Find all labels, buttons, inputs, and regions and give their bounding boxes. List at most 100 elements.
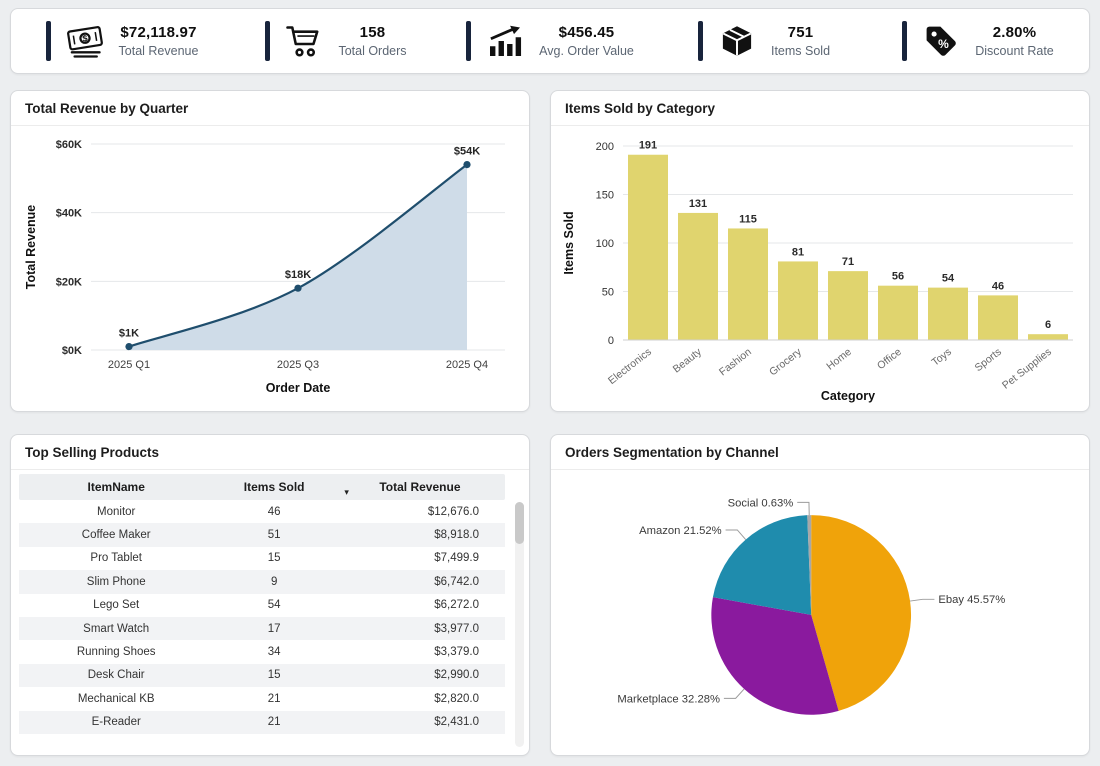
items-by-category-card: Items Sold by Category 0 50 100 150 200 191 El…	[550, 90, 1090, 412]
y-tick-label: 150	[596, 190, 614, 202]
x-tick-label: Toys	[929, 346, 953, 369]
point-label: $1K	[119, 328, 139, 340]
area-fill	[129, 164, 467, 350]
card-title-revenue-by-quarter: Total Revenue by Quarter	[11, 91, 529, 126]
product-row-running-shoes[interactable]: Running Shoes 34 $3,379.0	[19, 640, 505, 663]
cell-itemname: Running Shoes	[76, 646, 156, 659]
kpi-accent-bar	[466, 21, 472, 61]
table-header-row: ItemName Items Sold ▾ Total Revenue	[19, 474, 505, 500]
bar-electronics[interactable]	[628, 154, 668, 340]
cell-itemname: Mechanical KB	[77, 692, 155, 705]
cell-total-revenue: $3,379.0	[434, 646, 479, 659]
bar-sports[interactable]	[978, 295, 1018, 340]
kpi-value: $456.45	[558, 24, 615, 41]
bar-pet-supplies[interactable]	[1028, 334, 1068, 340]
cell-total-revenue: $6,272.0	[434, 599, 479, 612]
cell-total-revenue: $8,918.0	[434, 529, 479, 542]
category-bar-chart[interactable]: 0 50 100 150 200 191 Electronics 131 Beauty 115 Fa…	[559, 128, 1081, 407]
kpi-label: Avg. Order Value	[539, 44, 634, 58]
bar-beauty[interactable]	[678, 212, 718, 340]
cell-items-sold: 34	[267, 646, 281, 659]
category-chart-body: 0 50 100 150 200 191 Electronics 131 Beauty 115 Fa…	[551, 126, 1089, 411]
pie-label-marketplace: Marketplace 32.28%	[617, 693, 720, 705]
pie-slice-amazon[interactable]	[712, 515, 812, 615]
kpi-total-orders: 158 Total Orders	[229, 21, 443, 61]
table-scrollbar[interactable]	[515, 502, 524, 747]
cell-total-revenue: $3,977.0	[434, 622, 479, 635]
cell-itemname: Desk Chair	[87, 669, 145, 682]
product-row-desk-chair[interactable]: Desk Chair 15 $2,990.0	[19, 663, 505, 688]
kpi-accent-bar	[45, 21, 51, 61]
top-products-table: ItemName Items Sold ▾ Total Revenue Monitor…	[11, 470, 529, 755]
y-tick-label: $40K	[56, 208, 82, 220]
product-row-mechanical-kb[interactable]: Mechanical KB 21 $2,820.0	[19, 687, 505, 710]
product-row-coffee-maker[interactable]: Coffee Maker 51 $8,918.0	[19, 523, 505, 547]
y-tick-label: 0	[608, 335, 614, 347]
bar-toys[interactable]	[928, 287, 968, 340]
data-point-2025-q1[interactable]	[125, 342, 133, 351]
product-row-smart-watch[interactable]: Smart Watch 17 $3,977.0	[19, 616, 505, 641]
data-point-2025-q3[interactable]	[294, 284, 302, 292]
top-products-card: Top Selling Products ItemName Items Sold ▾…	[10, 434, 530, 756]
cell-itemname: E-Reader	[91, 716, 141, 729]
product-row-slim-phone[interactable]: Slim Phone 9 $6,742.0	[19, 570, 505, 594]
data-point-2025-q4[interactable]	[463, 161, 471, 169]
cell-items-sold: 17	[267, 622, 281, 635]
x-tick-label: Sports	[973, 346, 1004, 374]
product-row-e-reader[interactable]: E-Reader 21 $2,431.0	[19, 710, 505, 734]
column-header-total-revenue[interactable]: Total Revenue	[335, 480, 505, 494]
y-tick-label: $60K	[56, 139, 82, 151]
bar-fashion[interactable]	[728, 228, 768, 340]
pie-label-social: Social 0.63%	[728, 497, 794, 509]
channel-chart-body: Ebay 45.57% Marketplace 32.28% Amazon 21.5…	[551, 470, 1089, 755]
orders-by-channel-card: Orders Segmentation by Channel Ebay 45.5…	[550, 434, 1090, 756]
kpi-value: 2.80%	[992, 24, 1037, 41]
channel-pie-chart[interactable]: Ebay 45.57% Marketplace 32.28% Amazon 21.5…	[559, 472, 1081, 751]
column-header-itemname[interactable]: ItemName	[19, 480, 213, 494]
bar-home[interactable]	[828, 271, 868, 340]
sort-descending-icon[interactable]: ▾	[344, 487, 349, 497]
trend-chart-icon	[484, 23, 526, 59]
column-header-label: Items Sold	[243, 480, 305, 494]
column-header-label: ItemName	[87, 480, 145, 494]
pie-label-ebay: Ebay 45.57%	[938, 594, 1005, 606]
column-header-items-sold[interactable]: Items Sold ▾	[213, 480, 349, 497]
pie-slice-social[interactable]	[807, 515, 812, 615]
kpi-label: Total Revenue	[118, 44, 199, 58]
package-icon	[716, 23, 758, 59]
y-tick-label: 50	[602, 287, 614, 299]
cell-items-sold: 54	[267, 599, 281, 612]
bar-value-label: 81	[792, 246, 804, 258]
x-tick-label: Fashion	[717, 346, 754, 379]
x-tick-label: Grocery	[767, 345, 804, 378]
bar-value-label: 115	[739, 213, 757, 225]
revenue-chart-body: $0K $20K $40K $60K $1K 2025 Q1 $18K 2025 Q3 $54K…	[11, 126, 529, 411]
bar-grocery[interactable]	[778, 261, 818, 340]
product-row-monitor[interactable]: Monitor 46 $12,676.0	[19, 500, 505, 523]
card-title-items-by-category: Items Sold by Category	[551, 91, 1089, 126]
cart-icon	[283, 23, 325, 59]
bar-office[interactable]	[878, 285, 918, 340]
kpi-accent-bar	[697, 21, 703, 61]
cell-itemname: Lego Set	[93, 599, 140, 612]
column-header-label: Total Revenue	[379, 480, 461, 494]
cell-items-sold: 46	[267, 505, 281, 518]
svg-text:%: %	[938, 37, 949, 51]
bar-value-label: 6	[1045, 319, 1051, 331]
kpi-value: 158	[359, 24, 386, 41]
pie-slice-ebay[interactable]	[811, 515, 912, 711]
label-leader-line	[725, 529, 747, 540]
x-tick-label: Home	[824, 346, 854, 373]
scrollbar-thumb[interactable]	[515, 502, 524, 544]
kpi-label: Discount Rate	[975, 44, 1054, 58]
discount-tag-icon: %	[920, 23, 962, 59]
product-row-lego-set[interactable]: Lego Set 54 $6,272.0	[19, 594, 505, 617]
kpi-accent-bar	[902, 21, 908, 61]
cell-total-revenue: $6,742.0	[434, 575, 479, 588]
bar-value-label: 56	[892, 271, 904, 283]
product-row-pro-tablet[interactable]: Pro Tablet 15 $7,499.9	[19, 547, 505, 570]
revenue-area-chart[interactable]: $0K $20K $40K $60K $1K 2025 Q1 $18K 2025 Q3 $54K…	[19, 128, 521, 407]
pie-slice-marketplace[interactable]	[711, 597, 839, 715]
table-rows: Monitor 46 $12,676.0 Coffee Maker 51 $8,918.0…	[19, 500, 505, 734]
cell-total-revenue: $12,676.0	[427, 505, 479, 518]
